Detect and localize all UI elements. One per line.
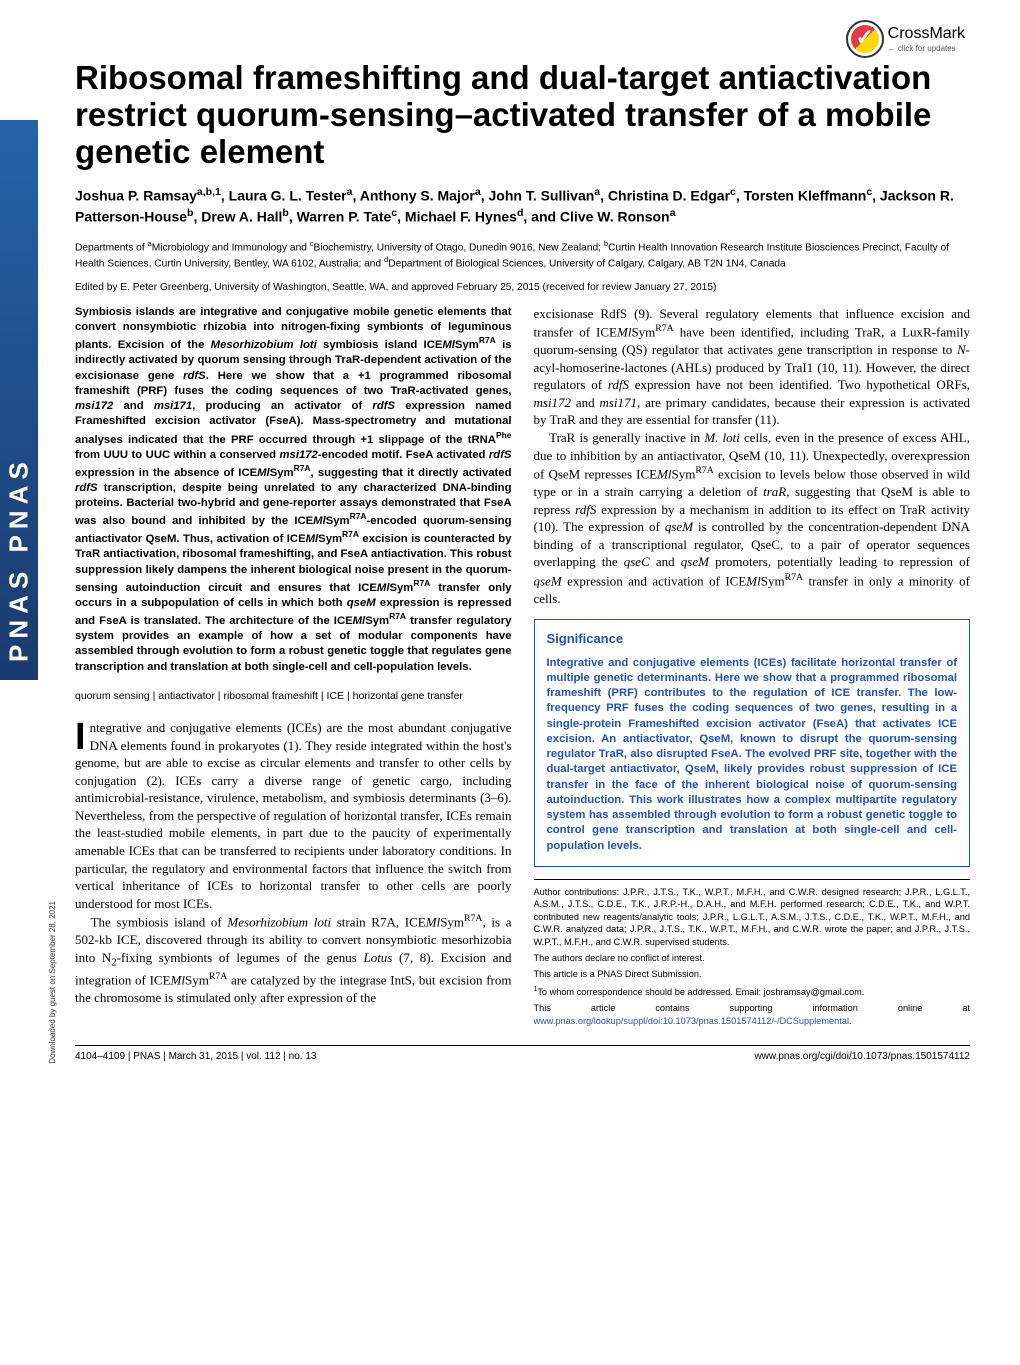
crossmark-badge[interactable]: CrossMark ← click for updates xyxy=(846,20,965,58)
authors-list: Joshua P. Ramsaya,b,1, Laura G. L. Teste… xyxy=(75,185,970,227)
footnote-line: Author contributions: J.P.R., J.T.S., T.… xyxy=(534,886,971,948)
edited-by-line: Edited by E. Peter Greenberg, University… xyxy=(75,281,970,295)
two-column-layout: Symbiosis islands are integrative and co… xyxy=(75,305,970,1031)
pnas-sidebar-tab: PNAS PNAS xyxy=(0,120,38,680)
footnote-line: This article contains supporting informa… xyxy=(534,1002,971,1027)
crossmark-label: CrossMark xyxy=(888,23,965,45)
significance-body: Integrative and conjugative elements (IC… xyxy=(547,656,958,854)
footnotes: Author contributions: J.P.R., J.T.S., T.… xyxy=(534,879,971,1027)
footer-bar: 4104–4109 | PNAS | March 31, 2015 | vol.… xyxy=(75,1045,970,1064)
significance-box: Significance Integrative and conjugative… xyxy=(534,619,971,867)
crossmark-sub: ← click for updates xyxy=(888,44,965,55)
body-paragraph: The symbiosis island of Mesorhizobium lo… xyxy=(75,912,512,1006)
affiliations: Departments of aMicrobiology and Immunol… xyxy=(75,239,970,271)
keywords: quorum sensing | antiactivator | ribosom… xyxy=(75,689,512,703)
crossmark-icon xyxy=(846,20,884,58)
body-paragraph: excisionase RdfS (9). Several regulatory… xyxy=(534,305,971,429)
left-column: Symbiosis islands are integrative and co… xyxy=(75,305,512,1031)
footnote-line: This article is a PNAS Direct Submission… xyxy=(534,968,971,980)
crossmark-text-wrap: CrossMark ← click for updates xyxy=(888,23,965,55)
article-title: Ribosomal frameshifting and dual-target … xyxy=(75,60,970,171)
significance-title: Significance xyxy=(547,630,958,648)
right-column: excisionase RdfS (9). Several regulatory… xyxy=(534,305,971,1031)
body-paragraph: Integrative and conjugative elements (IC… xyxy=(75,719,512,912)
body-paragraph: TraR is generally inactive in M. loti ce… xyxy=(534,429,971,607)
footer-left: 4104–4109 | PNAS | March 31, 2015 | vol.… xyxy=(75,1050,316,1064)
footer-right: www.pnas.org/cgi/doi/10.1073/pnas.150157… xyxy=(754,1050,970,1064)
abstract: Symbiosis islands are integrative and co… xyxy=(75,305,512,675)
download-note: Downloaded by guest on September 28, 202… xyxy=(48,901,59,1064)
footnote-line: 1To whom correspondence should be addres… xyxy=(534,985,971,998)
footnote-line: The authors declare no conflict of inter… xyxy=(534,952,971,964)
